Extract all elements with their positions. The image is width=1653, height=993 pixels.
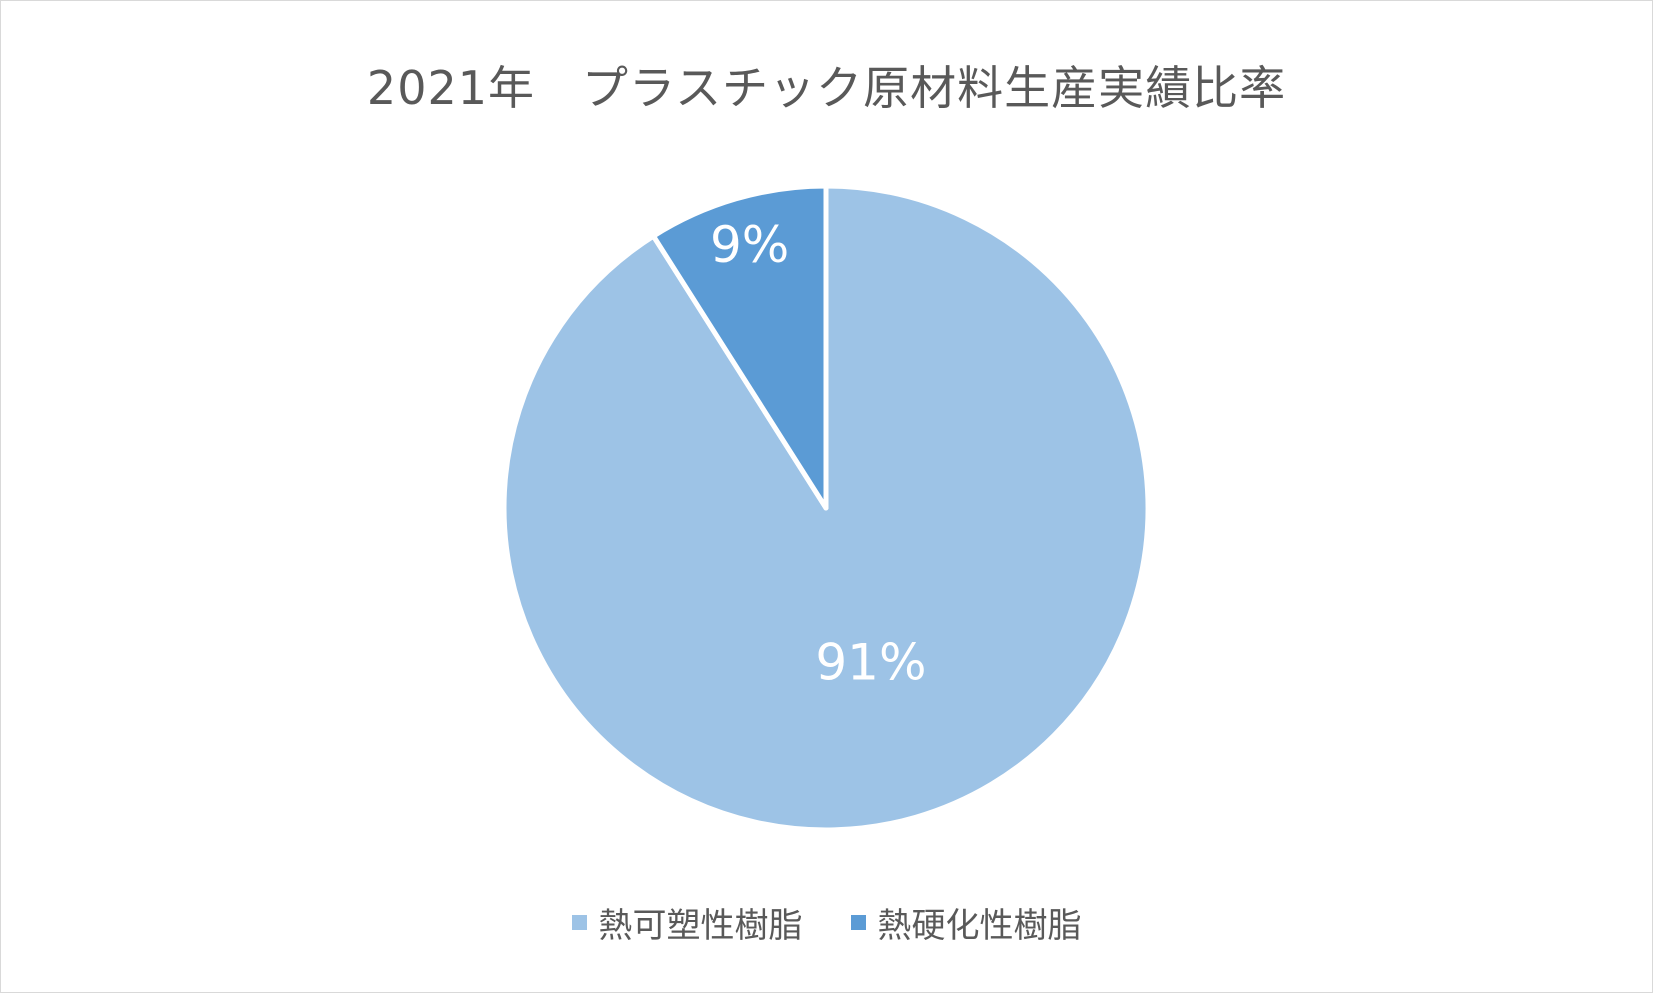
chart-title: 2021年 プラスチック原材料生産実績比率 [366,61,1287,115]
pie-labels: 91% 9% [710,216,927,691]
data-label-thermosetting: 9% [710,216,789,274]
data-label-thermoplastic: 91% [815,634,926,692]
legend-swatch-thermoplastic [571,915,587,930]
legend-label-thermosetting: 熱硬化性樹脂 [877,906,1082,946]
legend: 熱可塑性樹脂 熱硬化性樹脂 [0,898,1653,947]
pie-slices [501,183,1151,833]
legend-label-thermoplastic: 熱可塑性樹脂 [598,906,803,946]
pie-slice-thermosetting [650,183,829,511]
legend-item-thermoplastic: 熱可塑性樹脂 [571,898,803,947]
legend-swatch-thermosetting [850,915,866,930]
legend-item-thermosetting: 熱硬化性樹脂 [850,898,1082,947]
